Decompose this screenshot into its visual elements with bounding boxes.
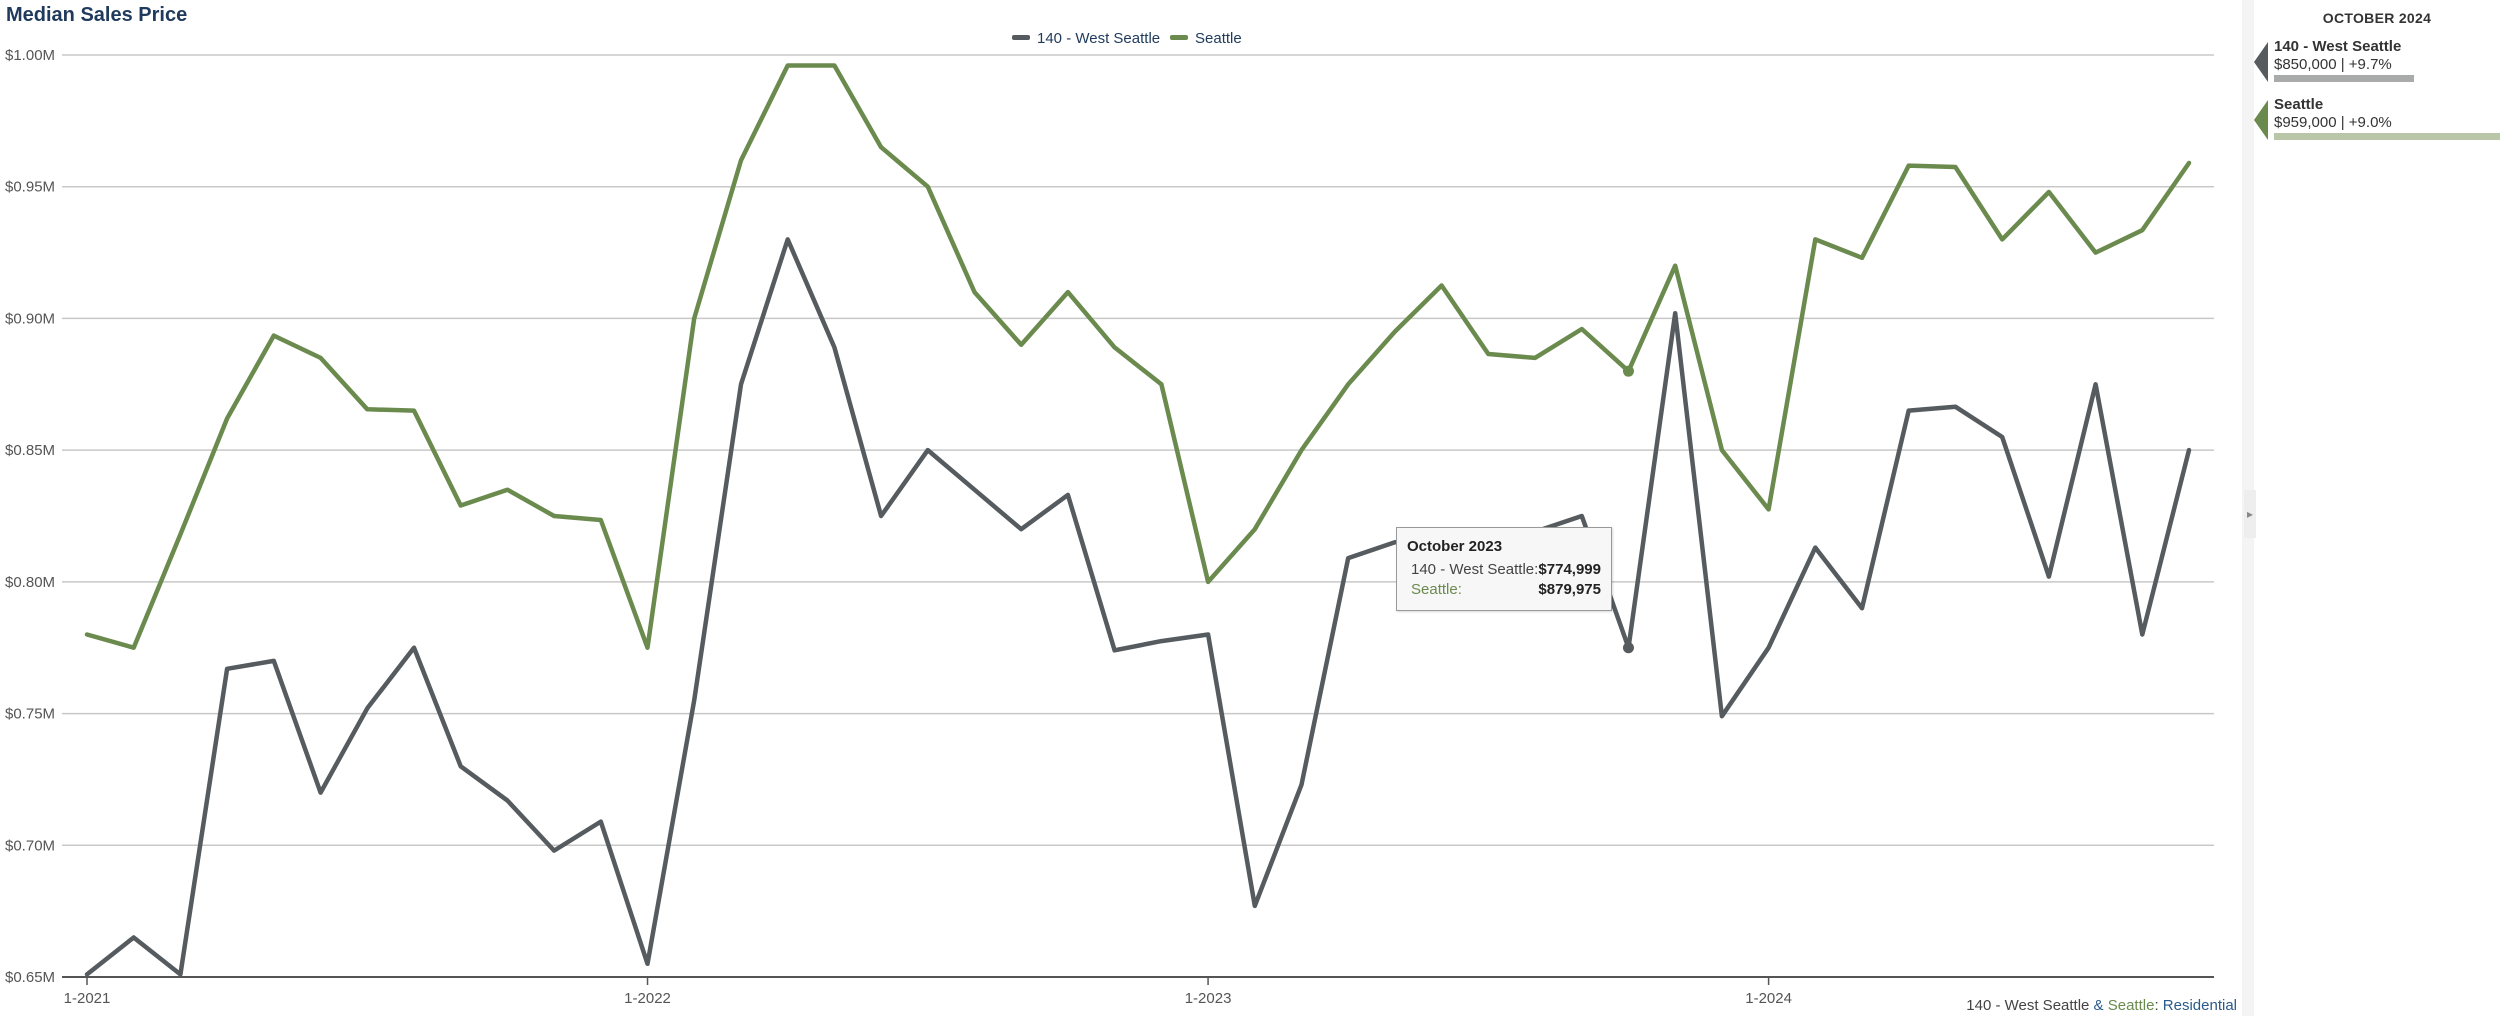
tooltip-title: October 2023 <box>1407 538 1503 555</box>
y-tick-label: $0.70M <box>5 837 55 854</box>
footer-amp: & <box>2089 997 2108 1014</box>
summary-item-seattle[interactable]: Seattle $959,000 | +9.0% <box>2254 96 2500 140</box>
summary-item-value: $850,000 | +9.7% <box>2274 56 2392 73</box>
tooltip-value: $879,975 <box>1538 581 1601 598</box>
summary-panel: OCTOBER 2024 140 - West Seattle $850,000… <box>2242 0 2500 1016</box>
summary-item-west-seattle[interactable]: 140 - West Seattle $850,000 | +9.7% <box>2254 38 2500 82</box>
footer-type[interactable]: Residential <box>2162 997 2237 1014</box>
legend-label: 140 - West Seattle <box>1037 30 1160 47</box>
legend-swatch <box>1170 35 1188 40</box>
tooltip: October 2023 140 - West Seattle: $774,99… <box>1396 527 1612 611</box>
summary-title: OCTOBER 2024 <box>2322 10 2432 26</box>
tooltip-value: $774,999 <box>1538 561 1601 578</box>
footer-caption: 140 - West Seattle & Seattle: Residentia… <box>1966 997 2237 1014</box>
triangle-left-icon <box>2254 100 2268 140</box>
footer-city: Seattle <box>2107 997 2155 1014</box>
line-chart: $0.65M $0.70M $0.75M $0.80M $0.85M $0.90M $0.9… <box>5 30 2214 1007</box>
tooltip-row-seattle: Seattle: $879,975 <box>1411 581 1601 598</box>
series-line-seattle <box>84 63 2192 650</box>
legend: 140 - West Seattle Seattle <box>1012 30 1242 47</box>
highlight-point-seattle <box>1622 365 1634 377</box>
y-tick-label: $0.75M <box>5 706 55 723</box>
footer-area: 140 - West Seattle <box>1966 997 2090 1014</box>
legend-swatch <box>1012 35 1030 40</box>
series-lines <box>84 63 2192 977</box>
footer-sep: : <box>2154 997 2163 1014</box>
y-tick-label: $1.00M <box>5 47 55 64</box>
summary-item-value: $959,000 | +9.0% <box>2274 114 2392 131</box>
y-tick-label: $0.80M <box>5 574 55 591</box>
tooltip-row-west-seattle: 140 - West Seattle: $774,999 <box>1411 561 1601 578</box>
chevron-right-icon[interactable]: ▸ <box>2244 490 2256 538</box>
y-tick-label: $0.85M <box>5 442 55 459</box>
series-line-west-seattle <box>84 237 2192 977</box>
grid-lines <box>62 54 2214 978</box>
x-tick-label: 1-2022 <box>624 990 671 1007</box>
y-tick-label: $0.65M <box>5 969 55 986</box>
summary-item-name: Seattle <box>2274 96 2324 113</box>
axes: $0.65M $0.70M $0.75M $0.80M $0.85M $0.90M $0.9… <box>5 47 2214 1007</box>
tooltip-label: 140 - West Seattle: <box>1411 561 1539 578</box>
highlight-point-west-seattle <box>1622 642 1634 654</box>
y-tick-label: $0.90M <box>5 310 55 327</box>
tooltip-label: Seattle: <box>1411 581 1462 598</box>
y-tick-label: $0.95M <box>5 179 55 196</box>
triangle-left-icon <box>2254 42 2268 82</box>
legend-label: Seattle <box>1195 30 1242 47</box>
x-tick-label: 1-2024 <box>1745 990 1792 1007</box>
chart-title: Median Sales Price <box>6 4 188 26</box>
x-tick-label: 1-2023 <box>1185 990 1232 1007</box>
summary-item-bar <box>2274 75 2415 82</box>
summary-item-name: 140 - West Seattle <box>2274 38 2402 55</box>
summary-item-bar <box>2274 133 2500 140</box>
x-tick-label: 1-2021 <box>64 990 111 1007</box>
